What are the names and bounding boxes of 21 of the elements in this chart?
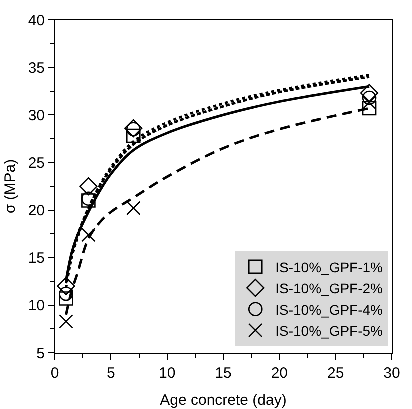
y-tick-label: 15 — [28, 250, 45, 268]
legend-label: IS-10%_GPF-4% — [276, 302, 384, 318]
y-tick-label: 25 — [28, 154, 45, 172]
y-tick-label: 40 — [28, 12, 45, 30]
legend-label: IS-10%_GPF-1% — [276, 259, 384, 276]
x-tick-label: 5 — [107, 365, 116, 382]
x-tick-label: 15 — [215, 365, 232, 382]
y-tick-label: 10 — [28, 298, 45, 315]
x-tick-label: 0 — [50, 365, 60, 382]
x-axis-title: Age concrete (day) — [160, 392, 287, 409]
x-tick-label: 20 — [271, 365, 288, 382]
legend-label: IS-10%_GPF-2% — [276, 280, 384, 297]
y-tick-label: 20 — [28, 202, 45, 220]
y-tick-label: 35 — [28, 60, 45, 77]
x-tick-label: 30 — [384, 365, 400, 382]
legend-label: IS-10%_GPF-5% — [276, 323, 384, 339]
x-tick-label: 25 — [327, 365, 344, 382]
y-tick-label: 5 — [36, 345, 45, 362]
y-axis-title: σ (MPa) — [2, 159, 19, 214]
y-tick-label: 30 — [28, 107, 45, 124]
x-tick-label: 10 — [158, 365, 176, 382]
